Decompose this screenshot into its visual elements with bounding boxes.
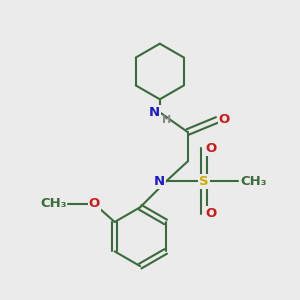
Text: O: O [206, 207, 217, 220]
Text: N: N [148, 106, 160, 119]
Text: O: O [89, 197, 100, 211]
Text: O: O [219, 113, 230, 126]
Text: CH₃: CH₃ [40, 197, 67, 211]
Text: S: S [199, 175, 209, 188]
Text: CH₃: CH₃ [240, 175, 266, 188]
Text: O: O [206, 142, 217, 155]
Text: H: H [162, 115, 172, 124]
Text: N: N [154, 175, 165, 188]
